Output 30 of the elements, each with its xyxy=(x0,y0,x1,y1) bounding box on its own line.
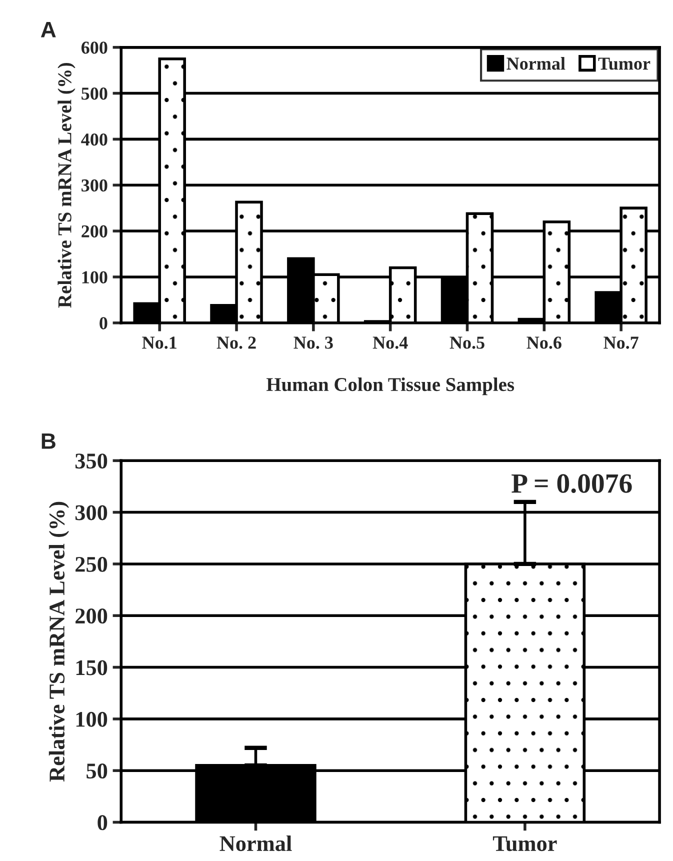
y-tick-label: 100 xyxy=(82,271,108,284)
legend-label: Tumor xyxy=(598,58,650,70)
y-axis-title: Relative TS mRNA Level (%) xyxy=(48,502,70,782)
x-tick-label: No.4 xyxy=(372,336,408,349)
y-tick-label: 100 xyxy=(76,712,108,727)
y-tick-label: 200 xyxy=(82,225,108,238)
annotation: P = 0.0076 xyxy=(512,474,632,494)
y-tick-label: 300 xyxy=(82,179,108,192)
x-tick-label: No. 3 xyxy=(294,336,333,349)
text: A xyxy=(40,22,56,38)
y-tick-label: 600 xyxy=(81,42,108,54)
y-tick-label: 50 xyxy=(86,764,108,779)
x-tick-label: No.1 xyxy=(142,336,176,349)
x-tick-label: No.5 xyxy=(450,336,484,349)
y-tick-label: 500 xyxy=(82,88,108,100)
y-axis-title: Relative TS mRNA Level (%) xyxy=(58,63,76,308)
x-tick-label: No. 2 xyxy=(216,336,256,349)
y-tick-label: 300 xyxy=(75,505,108,520)
x-axis-title: Human Colon Tissue Samples xyxy=(266,377,514,396)
y-tick-label: 0 xyxy=(98,815,108,830)
legend-label: Normal xyxy=(506,57,566,70)
text: B xyxy=(42,434,56,449)
x-tick-label: No.7 xyxy=(604,336,638,349)
y-tick-label: 0 xyxy=(100,317,108,330)
y-tick-label: 250 xyxy=(76,556,108,572)
y-tick-label: 150 xyxy=(76,660,108,676)
x-tick-label: No.6 xyxy=(526,336,562,349)
y-tick-label: 350 xyxy=(75,454,108,469)
y-tick-label: 400 xyxy=(81,133,108,146)
y-tick-label: 200 xyxy=(76,608,108,624)
